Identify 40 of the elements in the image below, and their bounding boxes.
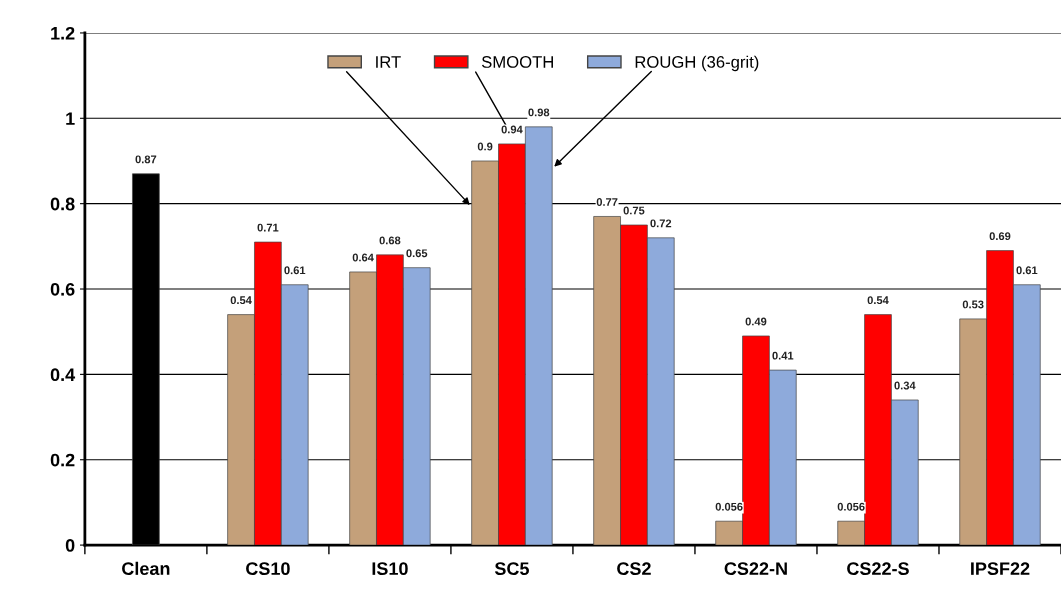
y-tick-label: 1.2 <box>51 26 75 40</box>
y-tick-label: 0 <box>65 539 75 552</box>
data-label: 0.94 <box>501 125 523 134</box>
data-label: 0.056 <box>715 502 743 511</box>
data-label: 0.64 <box>352 253 374 262</box>
legend-label: ROUGH (36-grit) <box>635 55 759 72</box>
data-label: 0.53 <box>962 300 984 309</box>
data-label: 0.71 <box>257 223 279 232</box>
data-label: 0.61 <box>284 266 306 275</box>
data-label: 0.65 <box>406 249 428 258</box>
data-label: 0.77 <box>596 198 618 206</box>
y-tick-label: 0.4 <box>50 368 76 382</box>
y-tick-label: 1 <box>66 112 75 125</box>
data-label: 0.54 <box>867 296 889 305</box>
x-tick-label: CS10 <box>246 562 290 576</box>
data-label: 0.69 <box>989 232 1011 241</box>
data-label: 0.75 <box>623 206 645 215</box>
x-tick-label: CS22-N <box>724 562 787 576</box>
x-tick-label: Clean <box>122 561 170 576</box>
data-label: 0.41 <box>772 351 794 360</box>
x-tick-label: IPSF22 <box>971 562 1030 576</box>
data-label: 0.87 <box>135 155 157 164</box>
legend-label: SMOOTH <box>481 56 553 68</box>
x-tick-label: CS2 <box>617 562 651 576</box>
data-label: 0.68 <box>379 236 401 245</box>
legend-label: IRT <box>376 56 401 68</box>
x-tick-label: IS10 <box>372 562 408 576</box>
data-label: 0.61 <box>1016 266 1038 275</box>
y-tick-label: 0.6 <box>50 282 75 296</box>
x-tick-label: SC5 <box>494 562 529 576</box>
data-label: 0.056 <box>837 502 865 511</box>
data-label: 0.72 <box>650 219 672 228</box>
x-tick-label: CS22-S <box>847 562 909 576</box>
y-tick-label: 0.2 <box>50 453 75 467</box>
data-label: 0.49 <box>745 317 767 326</box>
y-tick-label: 0.8 <box>50 197 75 211</box>
data-label: 0.54 <box>230 296 252 305</box>
data-label: 0.98 <box>528 108 550 117</box>
data-label: 0.34 <box>894 381 916 390</box>
data-label: 0.9 <box>477 142 493 151</box>
